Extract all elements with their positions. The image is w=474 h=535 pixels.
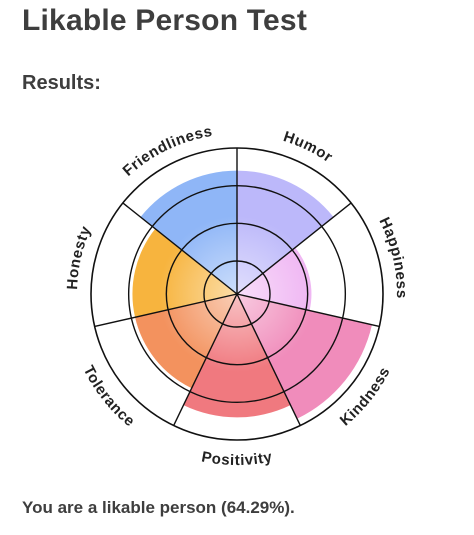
result-summary: You are a likable person (64.29%).: [22, 498, 295, 517]
sectors-layer: [132, 170, 372, 419]
page-title: Likable Person Test: [22, 4, 308, 37]
results-heading: Results:: [22, 72, 101, 94]
spoke-line: [122, 202, 238, 295]
spoke-line: [236, 202, 352, 295]
spoke-line: [94, 293, 238, 328]
personality-radial-chart: Humor Happiness Kindness Positivity Toleranc…: [0, 112, 474, 472]
spoke-line: [173, 293, 238, 426]
category-label-happiness: Happiness: [375, 215, 410, 299]
spokes-layer: [94, 148, 380, 426]
spoke-line: [236, 293, 301, 426]
category-label-humor: Humor: [281, 128, 336, 166]
category-label-tolerance: Tolerance: [80, 363, 139, 430]
category-label-friendliness: Friendliness: [120, 123, 214, 180]
chart-svg: HumorHappinessKindnessPositivityToleranc…: [64, 123, 410, 469]
spoke-line: [236, 293, 380, 328]
category-label-honesty: Honesty: [64, 223, 95, 290]
category-label-positivity: Positivity: [200, 448, 274, 469]
